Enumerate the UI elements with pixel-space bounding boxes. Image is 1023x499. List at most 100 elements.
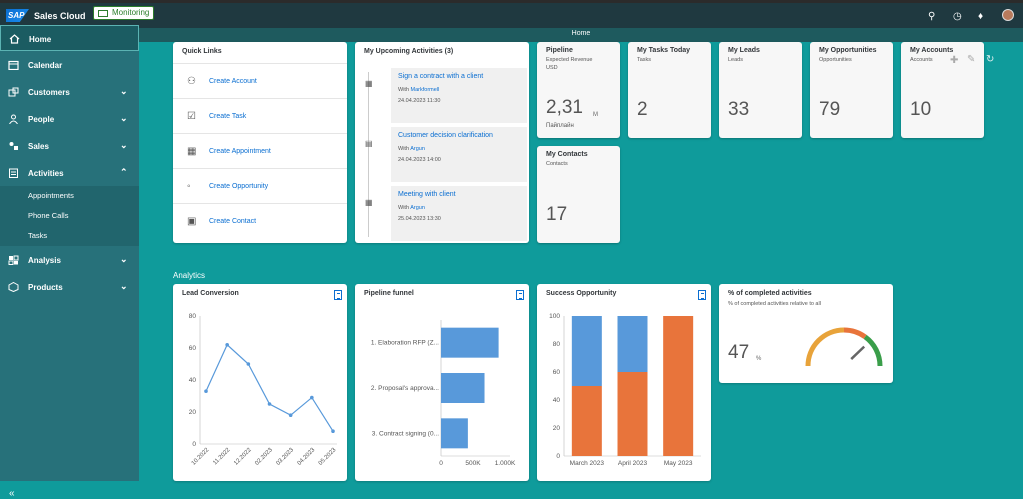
chevron-down-icon: ⌄ <box>120 254 128 264</box>
activity-date: 24.04.2023 11:30 <box>398 98 441 104</box>
activity-title[interactable]: Sign a contract with a client <box>398 73 484 80</box>
activities-icon <box>9 168 18 178</box>
completed-activities-card[interactable]: % of completed activities % of completed… <box>719 284 893 383</box>
activity-title[interactable]: Customer decision clarification <box>398 132 493 139</box>
data-point <box>310 395 314 400</box>
activity-item[interactable]: Meeting with client With Argun 25.04.202… <box>391 186 527 241</box>
refresh-icon[interactable]: ↻ <box>986 54 995 65</box>
my-tasks-tile[interactable]: My Tasks Today Tasks 2 <box>628 42 711 138</box>
quick-links-title: Quick Links <box>182 48 222 55</box>
sidebar-item-calendar[interactable]: Calendar <box>0 52 139 78</box>
quick-link-create-appointment[interactable]: ▦ Create Appointment <box>173 133 347 168</box>
my-accounts-tile[interactable]: My Accounts Accounts 10 ✚ ✎ <box>901 42 984 138</box>
pipeline-tile[interactable]: Pipeline Expected Revenue USD 2,31 M Пай… <box>537 42 620 138</box>
category-label: 3. Contract signing (0... <box>372 430 439 437</box>
activity-with: With Argun <box>398 205 425 211</box>
activity-item[interactable]: Sign a contract with a client With Markf… <box>391 68 527 123</box>
category-label: 1. Elaboration RFP (Z... <box>371 340 439 347</box>
phone-call-icon: ▤ <box>365 139 373 148</box>
sidebar-subitem-appointments[interactable]: Appointments <box>0 186 139 206</box>
calendar-icon <box>8 60 19 70</box>
gauge-segment-high <box>863 334 883 367</box>
y-tick-label: 0 <box>556 453 560 460</box>
tile-value: 17 <box>546 204 568 225</box>
category-label: 2. Proposal's approva... <box>371 385 439 392</box>
activity-date: 25.04.2023 13:30 <box>398 216 441 222</box>
my-leads-tile[interactable]: My Leads Leads 33 <box>719 42 802 138</box>
timeline-line <box>368 72 369 237</box>
collapse-sidebar-icon[interactable]: « <box>9 488 15 499</box>
tile-title: My Tasks Today <box>637 47 691 54</box>
activity-date: 24.04.2023 14:00 <box>398 157 441 163</box>
data-point <box>331 429 335 433</box>
search-icon[interactable]: ⚲ <box>928 11 936 22</box>
activity-contact-link[interactable]: Argun <box>410 146 425 152</box>
my-contacts-tile[interactable]: My Contacts Contacts 17 <box>537 146 620 243</box>
activity-with-label: With <box>398 205 409 211</box>
sidebar-item-label: People <box>28 115 55 124</box>
y-tick-label: 60 <box>189 345 197 352</box>
page-title: Home <box>571 30 591 37</box>
chart-menu-icon[interactable] <box>516 290 524 300</box>
completed-value: 47 <box>728 342 750 363</box>
tile-currency: USD <box>546 65 558 71</box>
sidebar-item-analysis[interactable]: Analysis ⌄ <box>0 247 139 273</box>
app-title: Sales Cloud <box>34 11 86 21</box>
x-tick-label: 500K <box>465 460 481 467</box>
sidebar-item-sales[interactable]: Sales ⌄ <box>0 133 139 159</box>
quick-link-create-opportunity[interactable]: ◦ Create Opportunity <box>173 168 347 203</box>
appointment-icon: ▦ <box>365 79 373 88</box>
quick-link-create-account[interactable]: ⚇ Create Account <box>173 63 347 98</box>
quick-link-label: Create Appointment <box>209 148 271 155</box>
activity-item[interactable]: Customer decision clarification With Arg… <box>391 127 527 182</box>
activity-title[interactable]: Meeting with client <box>398 191 456 198</box>
tile-subtitle: Opportunities <box>819 57 852 63</box>
upcoming-activities-card: My Upcoming Activities (3) ▦ Sign a cont… <box>355 42 529 243</box>
y-tick-label: 40 <box>189 377 197 384</box>
task-icon: ☑ <box>187 111 196 122</box>
sidebar-subitem-label: Phone Calls <box>28 211 69 220</box>
sidebar-item-activities[interactable]: Activities ⌃ <box>0 160 139 186</box>
y-tick-label: 20 <box>553 425 561 432</box>
chart-menu-icon[interactable] <box>698 290 706 300</box>
stacked-bar-segment <box>571 316 602 386</box>
sidebar-item-home[interactable]: Home <box>0 25 139 51</box>
avatar[interactable] <box>1002 9 1014 21</box>
monitoring-button[interactable]: Monitoring <box>93 6 155 20</box>
customers-icon <box>8 87 19 97</box>
x-tick-label: May 2023 <box>664 460 693 467</box>
quick-link-create-contact[interactable]: ▣ Create Contact <box>173 203 347 238</box>
chart-menu-icon[interactable] <box>334 290 342 300</box>
tile-subtitle: Accounts <box>910 57 933 63</box>
bell-icon[interactable]: ♦ <box>978 11 984 22</box>
add-icon[interactable]: ✚ <box>950 55 959 66</box>
x-tick-label: 1.000K <box>495 460 516 467</box>
analytics-section-label: Analytics <box>173 271 206 280</box>
sidebar-item-people[interactable]: People ⌄ <box>0 106 139 132</box>
chevron-down-icon: ⌄ <box>120 281 128 291</box>
quick-link-label: Create Task <box>209 113 247 120</box>
lead-conversion-card: Lead Conversion 0 20 40 60 80 10.2022 11.2022 1… <box>173 284 347 481</box>
sidebar-item-customers[interactable]: Customers ⌄ <box>0 79 139 105</box>
sidebar-item-products[interactable]: Products ⌄ <box>0 274 139 300</box>
tile-title: Pipeline <box>546 47 573 54</box>
sidebar-subitem-phone-calls[interactable]: Phone Calls <box>0 206 139 226</box>
activity-contact-link[interactable]: Argun <box>410 205 425 211</box>
sidebar-item-label: Calendar <box>28 61 63 70</box>
chevron-up-icon: ⌃ <box>120 167 128 177</box>
data-point <box>288 413 293 417</box>
tile-unit: M <box>593 112 598 118</box>
success-opportunity-card: Success Opportunity 0 20 40 60 80 100 March 20… <box>537 284 711 481</box>
edit-icon[interactable]: ✎ <box>967 54 976 65</box>
x-tick-label: 0 <box>439 460 443 467</box>
pipeline-funnel-chart: 1. Elaboration RFP (Z... 2. Proposal's ap… <box>371 320 516 467</box>
analysis-icon <box>8 255 19 265</box>
stacked-bar-segment <box>617 372 648 456</box>
activity-contact-link[interactable]: Markformell <box>410 87 440 93</box>
my-opportunities-tile[interactable]: My Opportunities Opportunities 79 <box>810 42 893 138</box>
home-icon <box>9 34 20 44</box>
sidebar-subitem-tasks[interactable]: Tasks <box>0 226 139 246</box>
quick-link-create-task[interactable]: ☑ Create Task <box>173 98 347 133</box>
activity-with-label: With <box>398 87 409 93</box>
clock-icon[interactable]: ◷ <box>953 11 962 22</box>
